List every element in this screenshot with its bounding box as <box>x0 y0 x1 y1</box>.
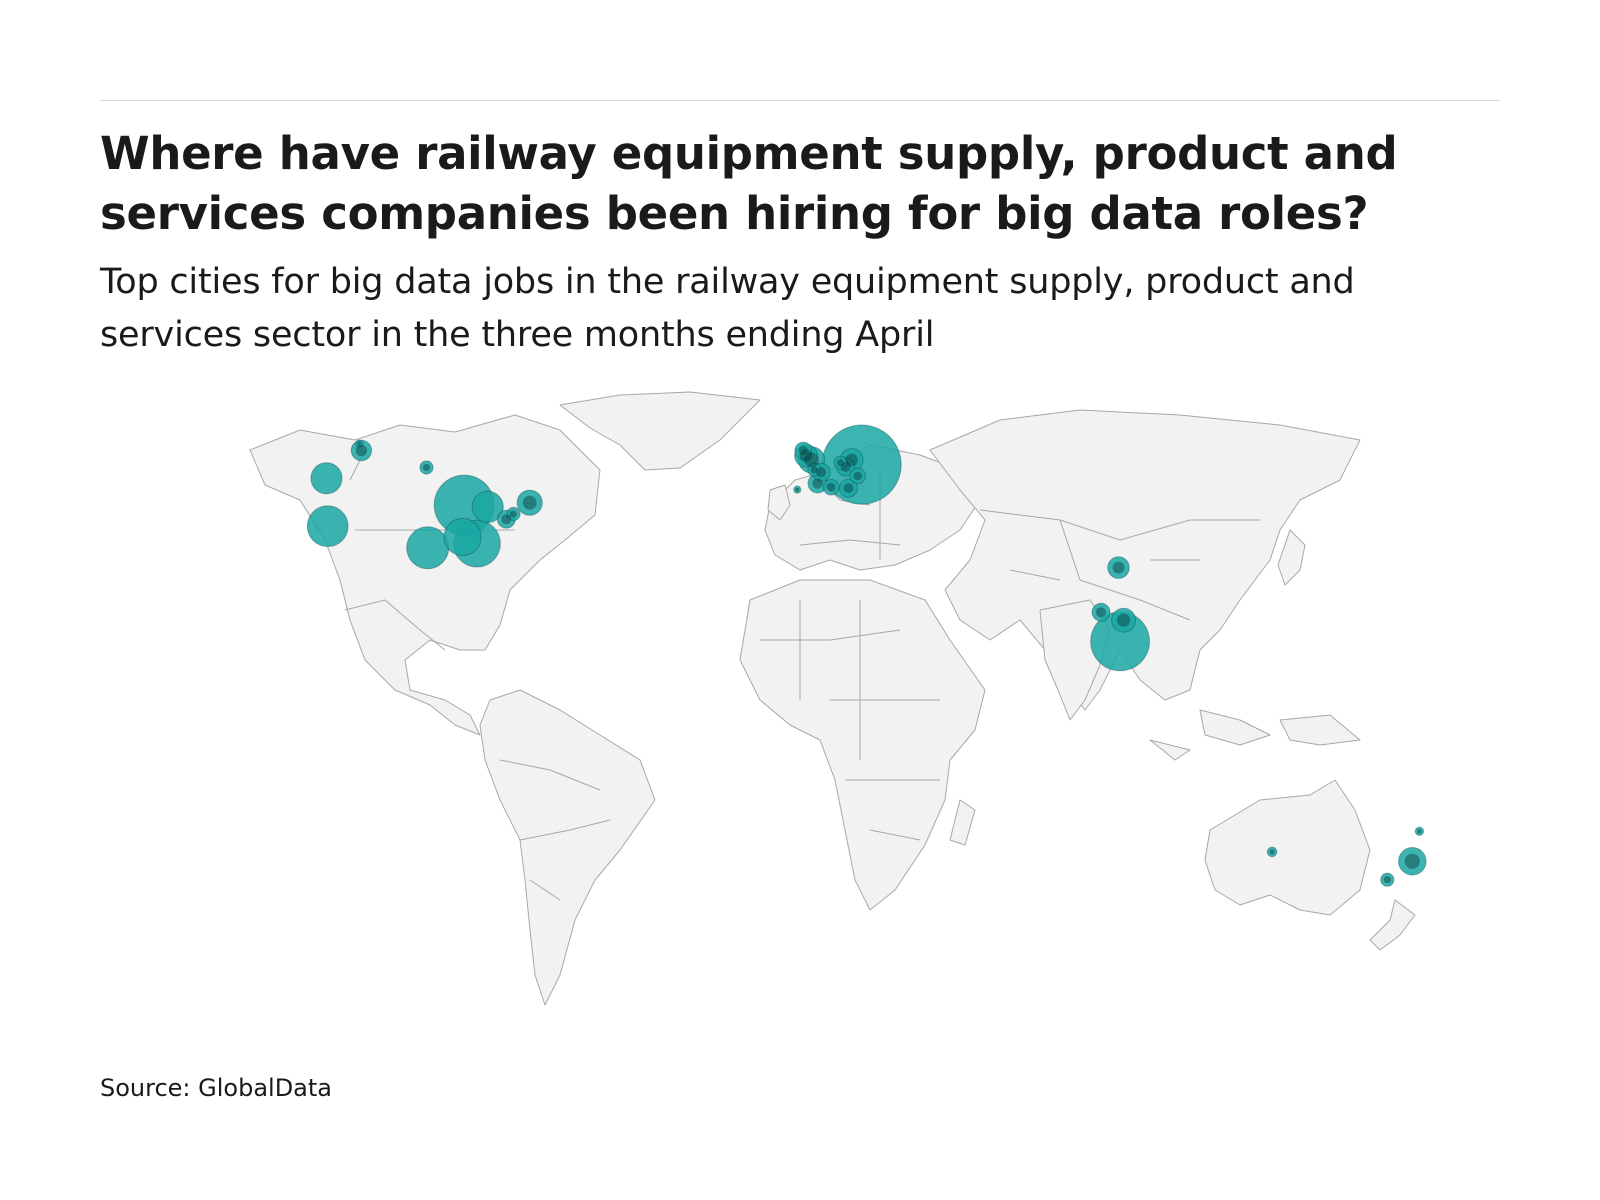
landmass-africa <box>739 579 986 911</box>
city-bubble-north-america[interactable] <box>443 517 482 557</box>
landmass-asia <box>929 409 1361 711</box>
city-bubble-core <box>853 471 862 481</box>
city-bubble-core <box>522 495 537 510</box>
city-bubble-north-america[interactable] <box>516 489 543 516</box>
city-bubble-north-america[interactable] <box>310 462 343 495</box>
city-bubble-core <box>795 487 800 492</box>
landmass-uk <box>767 484 791 521</box>
city-bubble-core <box>845 453 858 467</box>
city-bubble-core <box>1417 829 1422 834</box>
city-bubble-core <box>1383 876 1391 884</box>
city-bubble-oceania[interactable] <box>1380 872 1395 887</box>
landmass-north-america <box>249 414 601 736</box>
city-bubble-oceania[interactable] <box>1398 847 1427 876</box>
city-bubble-core <box>1117 613 1131 627</box>
city-bubble-europe[interactable] <box>833 455 848 470</box>
landmass-southeast-asia-islands <box>1149 709 1361 761</box>
city-bubble-core <box>843 483 854 494</box>
city-bubble-core <box>840 462 851 472</box>
landmass-south-america <box>479 689 656 1006</box>
city-bubble-north-america[interactable] <box>471 490 504 523</box>
city-bubble-europe[interactable] <box>794 441 813 460</box>
landmass-australia <box>1204 779 1371 916</box>
top-divider <box>100 100 1500 101</box>
city-bubble-core <box>501 514 512 525</box>
city-bubble-oceania[interactable] <box>1414 826 1425 836</box>
city-bubble-core <box>810 466 819 474</box>
city-bubble-core <box>357 441 362 446</box>
landmass-asia-borders <box>979 509 1260 621</box>
land-layer <box>249 391 1416 1006</box>
city-bubble-north-america[interactable] <box>306 505 349 548</box>
landmass-south-america-borders <box>499 759 611 901</box>
city-bubble-core <box>812 478 823 489</box>
city-bubble-oceania[interactable] <box>1266 846 1278 858</box>
city-bubble-core <box>1112 561 1125 574</box>
city-bubble-north-america[interactable] <box>506 506 521 522</box>
page-subtitle: Top cities for big data jobs in the rail… <box>100 262 1355 355</box>
city-bubble-asia[interactable] <box>1107 556 1130 579</box>
city-bubble-europe[interactable] <box>793 485 802 494</box>
city-bubbles-layer <box>306 424 1427 887</box>
city-bubble-europe[interactable] <box>849 467 867 485</box>
city-bubble-europe[interactable] <box>822 478 840 496</box>
city-bubble-north-america[interactable] <box>419 460 434 475</box>
landmass-africa-borders <box>760 600 940 841</box>
city-bubble-asia[interactable] <box>1091 602 1111 622</box>
city-bubble-north-america[interactable] <box>355 439 364 448</box>
city-bubble-core <box>799 449 813 463</box>
city-bubble-europe[interactable] <box>839 478 858 498</box>
page-title: Where have railway equipment supply, pro… <box>100 127 1398 240</box>
city-bubble-core <box>1404 853 1420 869</box>
city-bubble-core <box>798 445 808 456</box>
landmass-madagascar <box>949 799 976 846</box>
city-bubble-north-america[interactable] <box>406 526 450 570</box>
city-bubble-core <box>1096 607 1106 618</box>
source-note: Source: GlobalData <box>100 1074 333 1102</box>
city-bubble-europe[interactable] <box>807 462 822 477</box>
city-bubble-core <box>826 482 836 492</box>
city-bubble-core <box>816 467 827 478</box>
city-bubble-core <box>837 459 845 467</box>
city-bubble-core <box>804 452 819 468</box>
city-bubble-core <box>422 463 431 472</box>
city-bubble-core <box>509 510 518 518</box>
city-bubble-core <box>355 444 367 457</box>
city-bubble-core <box>1269 849 1275 855</box>
city-bubble-asia[interactable] <box>1111 607 1137 633</box>
landmass-greenland <box>559 391 761 471</box>
landmass-new-zealand <box>1369 899 1416 951</box>
landmass-japan <box>1277 529 1306 586</box>
city-bubble-north-america[interactable] <box>350 439 373 462</box>
